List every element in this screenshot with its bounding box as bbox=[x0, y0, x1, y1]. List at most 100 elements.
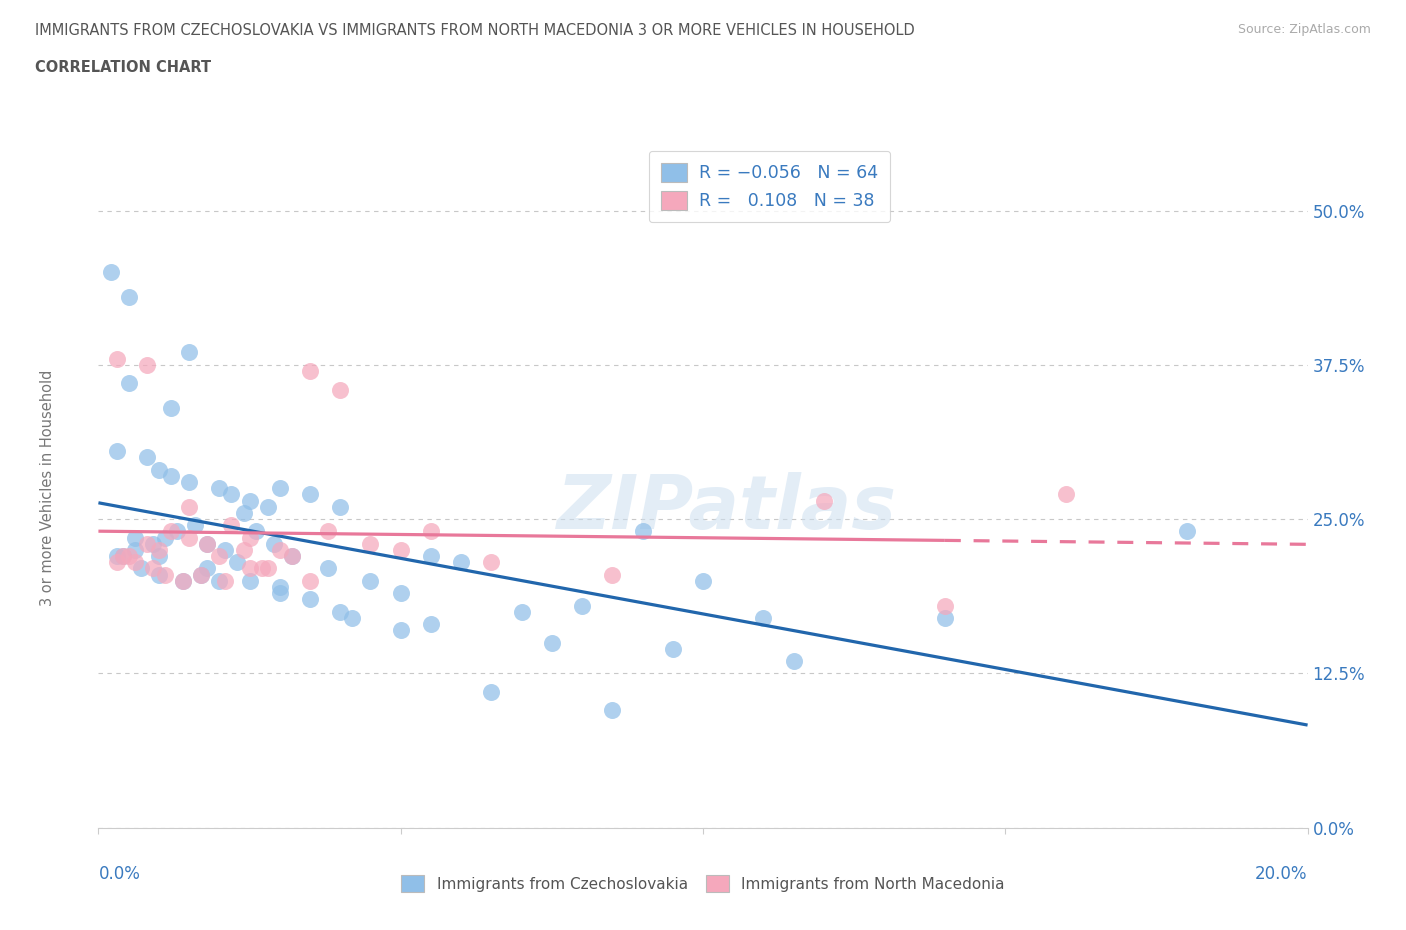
Point bbox=[360, 574, 382, 589]
Point bbox=[195, 561, 218, 576]
Point bbox=[602, 567, 624, 582]
Point bbox=[752, 610, 775, 625]
Point bbox=[299, 364, 322, 379]
Point bbox=[281, 549, 304, 564]
Point bbox=[135, 450, 157, 465]
Point bbox=[135, 537, 157, 551]
Point bbox=[124, 542, 146, 557]
Point bbox=[221, 518, 243, 533]
Point bbox=[208, 549, 231, 564]
Point bbox=[662, 642, 685, 657]
Point bbox=[142, 537, 165, 551]
Point bbox=[148, 462, 170, 477]
Point bbox=[184, 518, 207, 533]
Point bbox=[118, 549, 141, 564]
Point bbox=[316, 524, 339, 538]
Point bbox=[256, 499, 278, 514]
Point bbox=[172, 574, 194, 589]
Point bbox=[245, 524, 267, 538]
Point bbox=[299, 487, 322, 502]
Point bbox=[263, 537, 285, 551]
Point bbox=[148, 567, 170, 582]
Point bbox=[1175, 524, 1198, 538]
Point bbox=[179, 499, 201, 514]
Point bbox=[232, 542, 254, 557]
Point bbox=[389, 586, 412, 601]
Point bbox=[250, 561, 273, 576]
Point bbox=[179, 474, 201, 489]
Legend: Immigrants from Czechoslovakia, Immigrants from North Macedonia: Immigrants from Czechoslovakia, Immigran… bbox=[395, 870, 1011, 898]
Point bbox=[571, 598, 593, 613]
Point bbox=[329, 382, 352, 397]
Point bbox=[481, 684, 503, 699]
Point bbox=[342, 610, 364, 625]
Point bbox=[510, 604, 533, 619]
Point bbox=[135, 357, 157, 372]
Point bbox=[179, 345, 201, 360]
Point bbox=[208, 481, 231, 496]
Point bbox=[124, 530, 146, 545]
Text: 3 or more Vehicles in Household: 3 or more Vehicles in Household bbox=[41, 370, 55, 606]
Point bbox=[692, 574, 714, 589]
Point bbox=[631, 524, 654, 538]
Point bbox=[153, 530, 176, 545]
Text: 20.0%: 20.0% bbox=[1256, 865, 1308, 884]
Point bbox=[190, 567, 212, 582]
Point bbox=[124, 555, 146, 570]
Point bbox=[166, 524, 188, 538]
Point bbox=[450, 555, 472, 570]
Point bbox=[239, 561, 262, 576]
Point bbox=[208, 574, 231, 589]
Point bbox=[1054, 487, 1077, 502]
Point bbox=[179, 530, 201, 545]
Point bbox=[299, 591, 322, 606]
Point bbox=[160, 469, 183, 484]
Point bbox=[934, 610, 956, 625]
Point bbox=[214, 542, 236, 557]
Point bbox=[221, 487, 243, 502]
Point bbox=[934, 598, 956, 613]
Point bbox=[153, 567, 176, 582]
Point bbox=[389, 623, 412, 638]
Point bbox=[269, 586, 291, 601]
Point bbox=[481, 555, 503, 570]
Point bbox=[100, 265, 122, 280]
Text: IMMIGRANTS FROM CZECHOSLOVAKIA VS IMMIGRANTS FROM NORTH MACEDONIA 3 OR MORE VEHI: IMMIGRANTS FROM CZECHOSLOVAKIA VS IMMIGR… bbox=[35, 23, 915, 38]
Text: CORRELATION CHART: CORRELATION CHART bbox=[35, 60, 211, 75]
Point bbox=[269, 481, 291, 496]
Point bbox=[105, 549, 128, 564]
Point bbox=[190, 567, 212, 582]
Point bbox=[160, 524, 183, 538]
Point bbox=[541, 635, 564, 650]
Point bbox=[783, 654, 806, 669]
Point bbox=[420, 524, 443, 538]
Point bbox=[360, 537, 382, 551]
Point bbox=[813, 493, 835, 508]
Point bbox=[239, 493, 262, 508]
Point bbox=[160, 401, 183, 416]
Point bbox=[420, 549, 443, 564]
Point bbox=[316, 561, 339, 576]
Point bbox=[172, 574, 194, 589]
Text: 0.0%: 0.0% bbox=[98, 865, 141, 884]
Point bbox=[269, 542, 291, 557]
Point bbox=[239, 574, 262, 589]
Point bbox=[602, 703, 624, 718]
Point bbox=[214, 574, 236, 589]
Point bbox=[118, 376, 141, 391]
Point bbox=[129, 561, 152, 576]
Point bbox=[105, 555, 128, 570]
Point bbox=[195, 537, 218, 551]
Point bbox=[239, 530, 262, 545]
Point bbox=[118, 289, 141, 304]
Point bbox=[111, 549, 134, 564]
Point bbox=[142, 561, 165, 576]
Point bbox=[195, 537, 218, 551]
Point bbox=[299, 574, 322, 589]
Point bbox=[256, 561, 278, 576]
Point bbox=[105, 352, 128, 366]
Point bbox=[148, 549, 170, 564]
Point bbox=[329, 604, 352, 619]
Text: Source: ZipAtlas.com: Source: ZipAtlas.com bbox=[1237, 23, 1371, 36]
Point bbox=[269, 579, 291, 594]
